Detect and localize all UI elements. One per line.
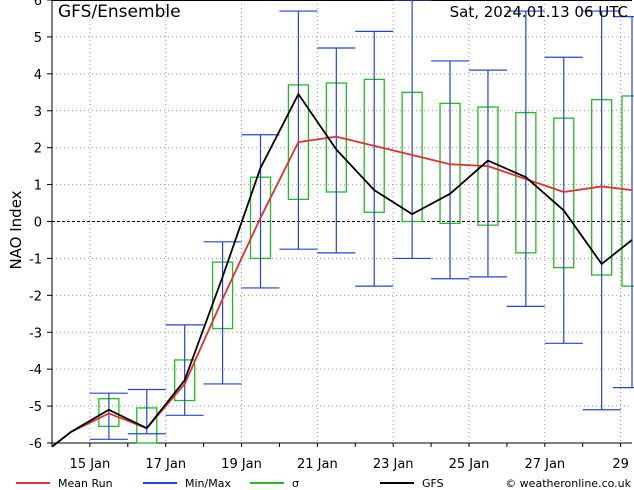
y-tick-label: 6 (34, 0, 42, 9)
x-tick-label: 19 Jan (221, 457, 262, 472)
axes (47, 0, 632, 447)
y-tick-label: 0 (34, 216, 42, 231)
tick-labels: -6 -5 -4 -3 -2 -1 0 1 2 3 4 5 6 15 Jan 17 Jan 19 Jan 21 … (29, 0, 629, 472)
series-line-mean-run (51, 135, 633, 448)
y-tick-label: 1 (34, 179, 42, 194)
legend-gfs-label: GFS (422, 477, 444, 490)
y-tick-label: 5 (34, 31, 42, 46)
y-tick-label: -2 (29, 289, 42, 304)
x-tick-label: 15 Jan (70, 457, 111, 472)
legend: Mean Run Min/Max σ GFS (16, 477, 444, 490)
x-tick-label: 29 (612, 457, 629, 472)
x-tick-label: 17 Jan (145, 457, 186, 472)
series-line-gfs (51, 93, 633, 448)
y-tick-label: -6 (29, 437, 42, 452)
minmax-whiskers (89, 0, 634, 440)
legend-min-max-label: Min/Max (185, 477, 231, 490)
y-tick-label: -4 (29, 363, 42, 378)
y-tick-label: 4 (34, 68, 42, 83)
grid (52, 0, 632, 444)
chart-title: GFS/Ensemble (58, 2, 181, 22)
y-tick-label: -5 (29, 400, 42, 415)
y-tick-label: 2 (34, 142, 42, 157)
x-tick-label: 25 Jan (449, 457, 490, 472)
credit-text: © weatheronline.co.uk (505, 477, 631, 490)
x-tick-label: 21 Jan (297, 457, 338, 472)
y-tick-label: -3 (29, 326, 42, 341)
x-tick-label: 23 Jan (373, 457, 414, 472)
series-lines (51, 93, 633, 448)
y-axis-label: NAO Index (7, 190, 25, 269)
legend-mean-run-label: Mean Run (58, 477, 113, 490)
chart-timestamp: Sat, 2024.01.13 06 UTC (450, 3, 628, 21)
legend-sigma-label: σ (292, 477, 299, 490)
y-tick-label: -1 (29, 252, 42, 267)
y-tick-label: 3 (34, 105, 42, 120)
x-tick-label: 27 Jan (524, 457, 565, 472)
